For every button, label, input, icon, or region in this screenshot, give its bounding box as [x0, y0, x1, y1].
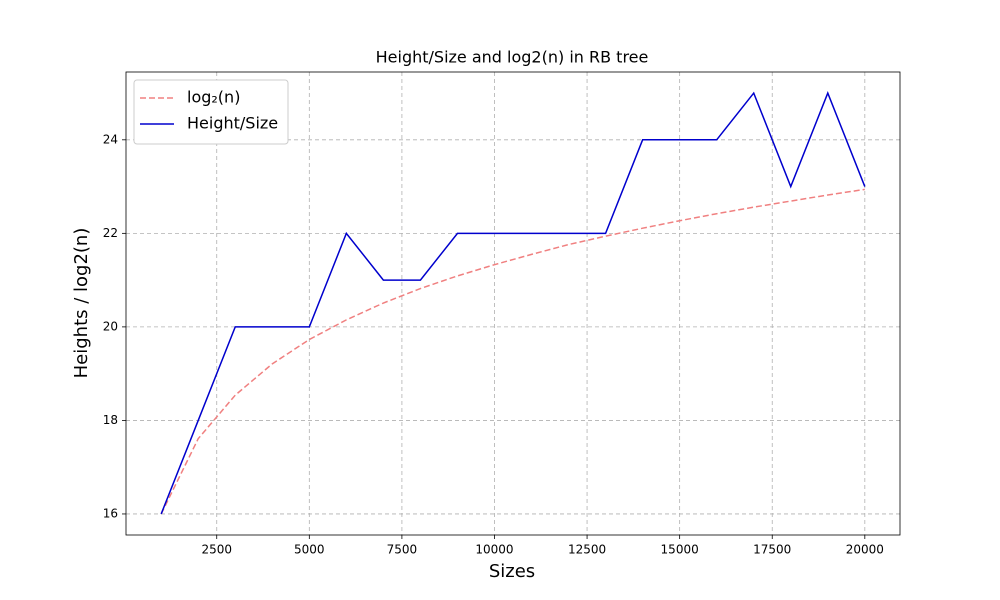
legend: log₂(n) Height/Size — [133, 79, 289, 145]
x-tick-label: 10000 — [475, 543, 513, 557]
y-tick-label: 18 — [103, 413, 118, 427]
x-axis-label: Sizes — [489, 561, 535, 582]
legend-label: log₂(n) — [187, 88, 240, 107]
x-tick-label: 12500 — [568, 543, 606, 557]
x-tick-label: 7500 — [387, 543, 418, 557]
y-tick-label: 20 — [103, 319, 118, 333]
y-axis-label: Heights / log2(n) — [71, 228, 92, 379]
legend-label: Height/Size — [187, 114, 278, 133]
legend-box — [133, 79, 289, 145]
series-line — [160, 91, 866, 515]
x-tick-label: 15000 — [661, 543, 699, 557]
chart-title: Height/Size and log2(n) in RB tree — [376, 48, 649, 67]
x-tick-label: 17500 — [753, 543, 791, 557]
y-tick-label: 22 — [103, 226, 118, 240]
y-tick-label: 16 — [103, 506, 118, 520]
x-tick-label: 2500 — [201, 543, 232, 557]
plot-frame — [125, 71, 901, 536]
x-tick-label: 20000 — [846, 543, 884, 557]
x-tick-label: 5000 — [294, 543, 325, 557]
series-line — [160, 188, 865, 515]
y-tick-label: 24 — [103, 132, 118, 146]
